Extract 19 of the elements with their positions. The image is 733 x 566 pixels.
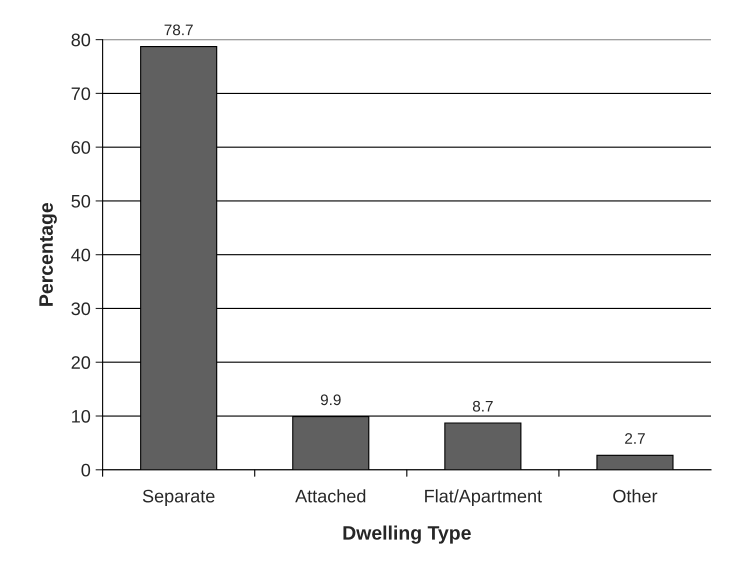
y-tick-label: 80 — [72, 34, 90, 46]
y-axis-title: Percentage — [39, 202, 57, 306]
x-tick-label: Other — [613, 489, 658, 502]
y-tick-label: 10 — [72, 410, 90, 423]
x-tick-label: Separate — [142, 490, 215, 506]
y-tick-label: 50 — [71, 194, 90, 208]
y-tick-label: 70 — [72, 87, 90, 100]
y-tick-label: 20 — [72, 356, 90, 369]
x-tick-label: Flat/Apartment — [425, 489, 542, 506]
data-label: 78.7 — [164, 24, 193, 36]
y-tick-label: 40 — [71, 248, 90, 262]
data-label: 8.7 — [472, 400, 493, 412]
x-tick-label: Attached — [295, 489, 366, 502]
y-tick-label: 30 — [71, 302, 90, 316]
x-axis-title: Dwelling Type — [343, 526, 471, 544]
y-tick-label: 0 — [81, 464, 90, 476]
data-label: 2.7 — [625, 433, 645, 444]
y-tick-label: 60 — [72, 141, 90, 154]
data-label: 9.9 — [320, 394, 341, 406]
